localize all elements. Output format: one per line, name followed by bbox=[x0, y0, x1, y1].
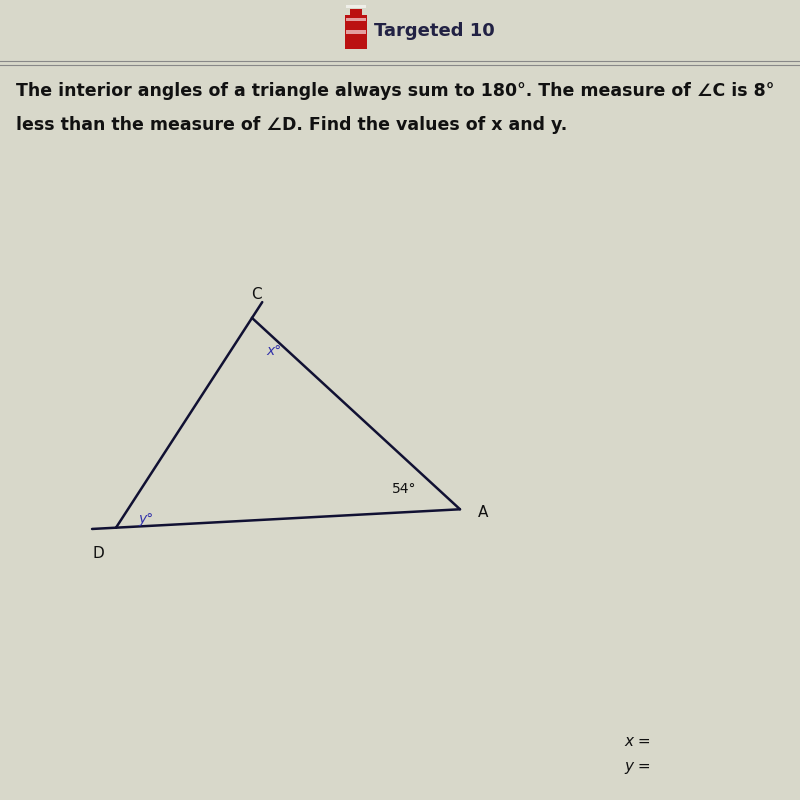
Text: D: D bbox=[92, 546, 104, 561]
Text: The interior angles of a triangle always sum to 180°. The measure of ∠C is 8°: The interior angles of a triangle always… bbox=[16, 82, 774, 100]
Text: y =: y = bbox=[624, 759, 650, 774]
Text: x =: x = bbox=[624, 734, 650, 749]
Text: Targeted 10: Targeted 10 bbox=[374, 22, 494, 40]
Text: C: C bbox=[250, 286, 262, 302]
Text: y°: y° bbox=[138, 512, 154, 526]
Text: x°: x° bbox=[266, 344, 282, 358]
Text: 54°: 54° bbox=[391, 482, 416, 496]
Text: less than the measure of ∠D. Find the values of x and y.: less than the measure of ∠D. Find the va… bbox=[16, 115, 567, 134]
Bar bbox=[346, 18, 366, 21]
Bar bbox=[346, 30, 366, 34]
Text: A: A bbox=[478, 506, 488, 521]
Bar bbox=[350, 9, 362, 15]
Bar bbox=[346, 5, 366, 8]
Bar bbox=[345, 15, 367, 49]
